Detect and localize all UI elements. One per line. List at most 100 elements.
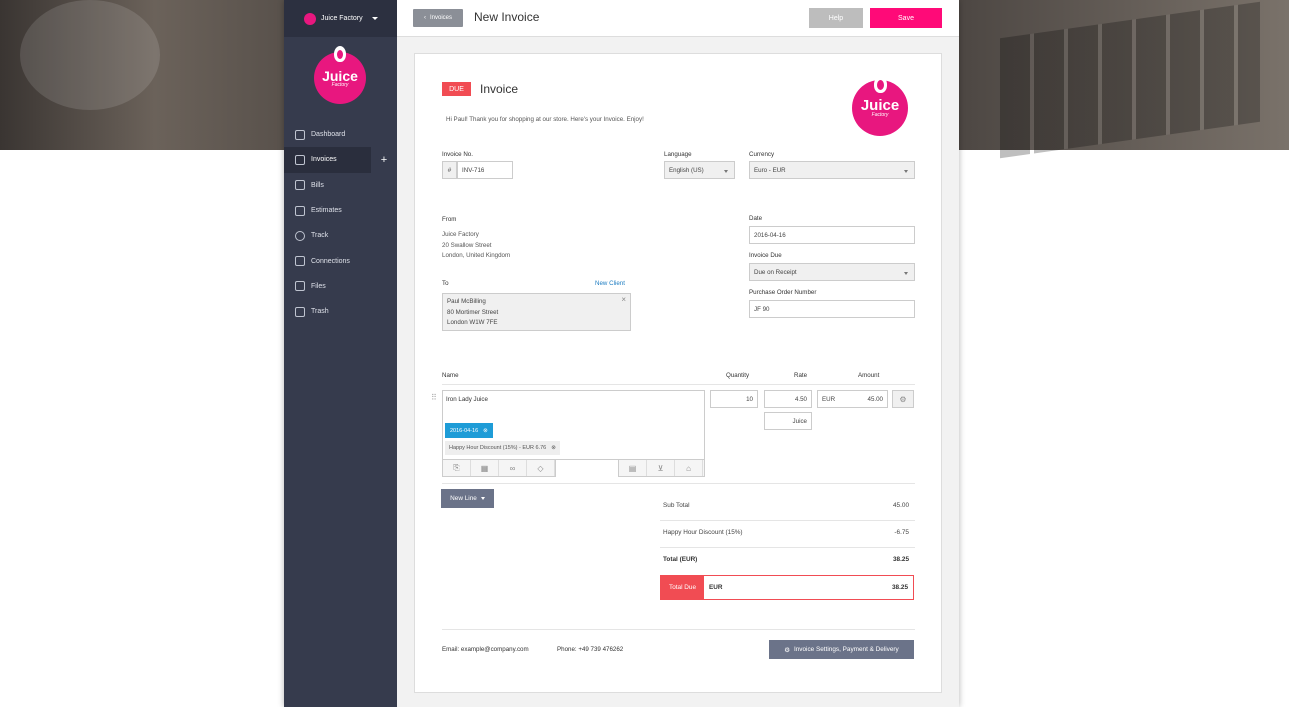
files-icon bbox=[295, 281, 305, 292]
page-title: New Invoice bbox=[474, 10, 540, 24]
discount-label: Happy Hour Discount (15%) - EUR 6.76 bbox=[449, 445, 547, 451]
sidebar-item-files[interactable]: Files bbox=[284, 274, 397, 299]
invoice-logo: Juice Factory bbox=[852, 76, 908, 136]
add-invoice-button[interactable]: + bbox=[371, 147, 397, 173]
unit-field[interactable]: Juice bbox=[764, 412, 812, 430]
discount-value: -6.75 bbox=[894, 529, 909, 536]
app-window: Juice Factory Juice Factory Dashboard In… bbox=[284, 0, 959, 707]
to-label: To bbox=[442, 280, 449, 287]
invoice-settings-button[interactable]: ⚙ Invoice Settings, Payment & Delivery bbox=[769, 640, 914, 659]
divider bbox=[660, 520, 915, 521]
footer-phone[interactable]: Phone: +49 739 476262 bbox=[557, 646, 624, 653]
gear-icon: ⚙ bbox=[784, 646, 790, 654]
back-label: Invoices bbox=[429, 15, 452, 21]
copy-icon[interactable]: ⎘ bbox=[443, 460, 471, 476]
from-line: London, United Kingdom bbox=[442, 252, 511, 259]
account-logo-icon bbox=[304, 12, 316, 25]
chevron-down-icon bbox=[480, 497, 485, 500]
client-address-box[interactable]: Paul McBilling 80 Mortimer Street London… bbox=[442, 293, 631, 331]
new-line-button[interactable]: New Line bbox=[441, 489, 494, 508]
invoice-icon bbox=[295, 154, 305, 165]
po-label: Purchase Order Number bbox=[749, 289, 817, 296]
calculator-icon[interactable]: ▤ bbox=[619, 460, 647, 476]
divider bbox=[442, 483, 915, 484]
sidebar-item-bills[interactable]: Bills bbox=[284, 173, 397, 198]
help-button[interactable]: Help bbox=[809, 8, 863, 28]
sidebar-item-connections[interactable]: Connections bbox=[284, 248, 397, 273]
sidebar-item-invoices[interactable]: Invoices + bbox=[284, 147, 397, 173]
date-chip[interactable]: 2016-04-16 ⊗ bbox=[445, 423, 493, 438]
save-button[interactable]: Save bbox=[870, 8, 942, 28]
po-field[interactable]: JF 90 bbox=[749, 300, 915, 318]
sidebar-item-label: Trash bbox=[311, 308, 329, 316]
sidebar-item-track[interactable]: Track bbox=[284, 223, 397, 248]
invoice-due-select[interactable]: Due on Receipt bbox=[749, 263, 915, 281]
new-line-label: New Line bbox=[450, 495, 477, 502]
sidebar-item-trash[interactable]: Trash bbox=[284, 299, 397, 324]
col-amount-header: Amount bbox=[858, 372, 880, 379]
tag-icon[interactable]: ◇ bbox=[527, 460, 555, 476]
chevron-down-icon bbox=[371, 17, 378, 20]
total-due-label: Total Due bbox=[661, 576, 704, 599]
total-label: Total (EUR) bbox=[663, 556, 698, 563]
sidebar-item-label: Dashboard bbox=[311, 131, 346, 139]
drag-handle-icon[interactable]: ⠿ bbox=[431, 393, 437, 402]
close-icon[interactable]: ⊗ bbox=[551, 445, 556, 451]
line-item-toolbar-right: ▤ ⊻ ⌂ bbox=[618, 459, 705, 477]
trash-icon bbox=[295, 306, 305, 317]
date-chip-label: 2016-04-16 bbox=[450, 427, 479, 434]
sidebar-item-label: Files bbox=[311, 282, 326, 290]
amount-field[interactable]: EUR 45.00 bbox=[817, 390, 888, 408]
quantity-field[interactable]: 10 bbox=[710, 390, 758, 408]
total-due-currency: EUR bbox=[709, 584, 723, 591]
total-value: 38.25 bbox=[893, 556, 909, 563]
date-label: Date bbox=[749, 215, 763, 222]
sidebar-item-estimates[interactable]: Estimates bbox=[284, 198, 397, 223]
language-select[interactable]: English (US) bbox=[664, 161, 735, 179]
logo-subtext: Factory bbox=[871, 112, 889, 118]
new-client-link[interactable]: New Client bbox=[595, 280, 625, 287]
back-to-invoices-button[interactable]: ‹ Invoices bbox=[413, 9, 463, 27]
from-address[interactable]: Juice Factory 20 Swallow Street London, … bbox=[442, 230, 510, 262]
line-item-description[interactable]: Iron Lady Juice 2016-04-16 ⊗ Happy Hour D… bbox=[442, 390, 705, 460]
sidebar-item-label: Bills bbox=[311, 181, 324, 189]
clock-icon bbox=[295, 230, 305, 241]
sidebar-item-label: Invoices bbox=[311, 156, 337, 164]
account-switcher[interactable]: Juice Factory bbox=[284, 0, 397, 37]
to-line: 80 Mortimer Street bbox=[447, 308, 499, 316]
discount-chip[interactable]: Happy Hour Discount (15%) - EUR 6.76 ⊗ bbox=[445, 441, 560, 455]
divider bbox=[442, 384, 915, 385]
close-icon[interactable]: ⊗ bbox=[483, 427, 488, 434]
col-name-header: Name bbox=[442, 372, 459, 379]
greeting-text[interactable]: Hi Paul! Thank you for shopping at our s… bbox=[446, 116, 644, 123]
invoice-number-field[interactable]: INV-716 bbox=[457, 161, 513, 179]
from-line: 20 Swallow Street bbox=[442, 241, 492, 249]
line-item-toolbar-left: ⎘ ▦ ∞ ◇ bbox=[442, 459, 556, 477]
line-settings-gear-icon[interactable]: ⚙ bbox=[892, 390, 914, 408]
from-label: From bbox=[442, 216, 457, 223]
rate-field[interactable]: 4.50 bbox=[764, 390, 812, 408]
to-line: London W1W 7FE bbox=[447, 319, 498, 326]
invoice-number-label: Invoice No. bbox=[442, 151, 473, 158]
col-quantity-header: Quantity bbox=[726, 372, 750, 379]
calendar-icon[interactable]: ▦ bbox=[471, 460, 499, 476]
sidebar: Juice Factory Juice Factory Dashboard In… bbox=[284, 0, 397, 707]
store-icon[interactable]: ⌂ bbox=[675, 460, 703, 476]
currency-select[interactable]: Euro - EUR bbox=[749, 161, 915, 179]
footer-email[interactable]: Email: example@company.com bbox=[442, 646, 529, 653]
link-icon[interactable]: ∞ bbox=[499, 460, 527, 476]
subtotal-label: Sub Total bbox=[663, 502, 690, 509]
dashboard-icon bbox=[295, 129, 305, 140]
settings-label: Invoice Settings, Payment & Delivery bbox=[793, 646, 899, 653]
top-bar: ‹ Invoices New Invoice Help Save bbox=[397, 0, 959, 37]
from-line: Juice Factory bbox=[442, 231, 479, 238]
divider bbox=[660, 547, 915, 548]
sidebar-item-label: Estimates bbox=[311, 207, 342, 215]
close-icon[interactable]: × bbox=[621, 295, 626, 304]
language-label: Language bbox=[664, 151, 692, 158]
sidebar-item-dashboard[interactable]: Dashboard bbox=[284, 122, 397, 147]
date-field[interactable]: 2016-04-16 bbox=[749, 226, 915, 244]
cart-icon[interactable]: ⊻ bbox=[647, 460, 675, 476]
logo-text: Juice bbox=[860, 97, 900, 114]
sidebar-item-label: Connections bbox=[311, 257, 350, 265]
